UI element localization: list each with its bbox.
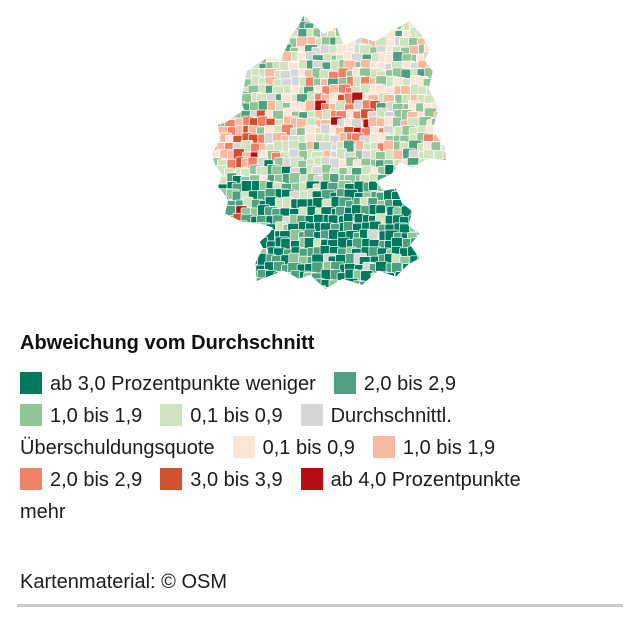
legend: Abweichung vom Durchschnitt ab 3,0 Proze… — [20, 331, 555, 528]
legend-title: Abweichung vom Durchschnitt — [20, 332, 315, 354]
legend-label: 3,0 bis 3,9 — [190, 469, 283, 491]
legend-swatch — [372, 436, 395, 458]
germany-map-svg — [212, 15, 446, 289]
legend-swatch — [160, 468, 183, 490]
germany-choropleth-map — [212, 6, 452, 294]
legend-label: 1,0 bis 1,9 — [50, 405, 143, 427]
legend-item: 0,1 bis 0,9 — [232, 436, 355, 459]
legend-label: 0,1 bis 0,9 — [262, 437, 355, 459]
bottom-divider — [17, 604, 623, 607]
legend-item: ab 3,0 Prozentpunkte weniger — [20, 372, 316, 395]
map-attribution: Kartenmaterial: © OSM — [20, 571, 228, 593]
legend-item: 3,0 bis 3,9 — [160, 468, 283, 491]
legend-label: ab 4,0 Prozentpunkte mehr — [20, 469, 521, 523]
legend-swatch — [333, 372, 356, 394]
legend-label: Durchschnittl. Überschuldungsquote — [20, 405, 452, 459]
legend-item: 2,0 bis 2,9 — [20, 468, 143, 491]
legend-label: 1,0 bis 1,9 — [402, 437, 496, 459]
legend-swatch — [300, 404, 323, 426]
legend-items: ab 3,0 Prozentpunkte weniger 2,0 bis 2,9 1… — [20, 368, 555, 528]
legend-item: 1,0 bis 1,9 — [372, 436, 496, 459]
legend-swatch — [20, 372, 42, 394]
legend-swatch — [20, 404, 42, 426]
legend-item: 0,1 bis 0,9 — [160, 404, 283, 427]
legend-item: ab 4,0 Prozentpunkte mehr — [20, 468, 521, 523]
legend-label: 0,1 bis 0,9 — [190, 405, 283, 427]
legend-label: 2,0 bis 2,9 — [50, 469, 143, 491]
legend-swatch — [300, 468, 323, 490]
district-cells — [212, 15, 446, 289]
legend-label: ab 3,0 Prozentpunkte weniger — [50, 373, 316, 395]
legend-item: 2,0 bis 2,9 — [333, 372, 457, 395]
legend-swatch — [20, 468, 42, 490]
legend-swatch — [232, 436, 255, 458]
legend-item: 1,0 bis 1,9 — [20, 404, 143, 427]
legend-label: 2,0 bis 2,9 — [363, 373, 457, 395]
legend-item: Durchschnittl. Überschuldungsquote — [20, 404, 452, 459]
legend-swatch — [160, 404, 183, 426]
